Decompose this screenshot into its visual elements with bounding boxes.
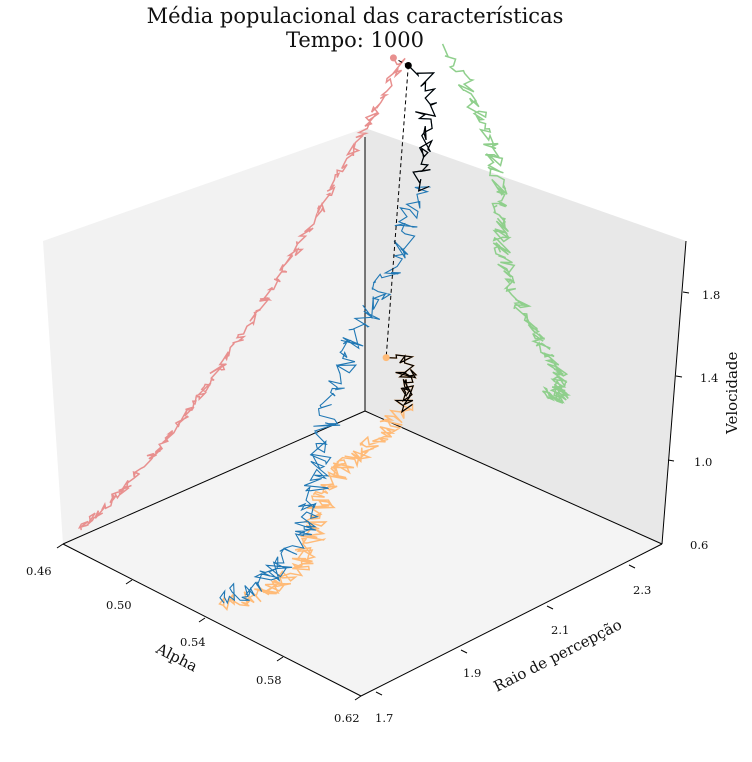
raio-tick: 1.9 bbox=[463, 666, 481, 680]
z-axis-label: Velocidade bbox=[723, 351, 741, 435]
trajectory-line bbox=[219, 65, 437, 605]
alpha-tick: 0.54 bbox=[180, 635, 206, 649]
raio-tick: 2.1 bbox=[551, 623, 569, 637]
floor-pane bbox=[63, 411, 662, 696]
axis-frame bbox=[62, 137, 687, 697]
velocidade-tick: 1.4 bbox=[700, 371, 718, 385]
back-left-pane bbox=[43, 128, 365, 544]
recent-trail-floor-line bbox=[386, 354, 418, 414]
velocidade-tick: 0.6 bbox=[690, 538, 708, 552]
chart-title-block: Média populacional das características T… bbox=[0, 4, 710, 52]
raio-tick: 1.7 bbox=[375, 711, 393, 725]
velocidade-tick-labels: 0.6 1.0 1.4 1.8 bbox=[690, 288, 720, 552]
alpha-axis-line bbox=[62, 543, 362, 697]
alpha-tick: 0.46 bbox=[26, 564, 52, 578]
raio-tick: 2.3 bbox=[633, 583, 651, 597]
raio-tick-labels: 1.7 1.9 2.1 2.3 bbox=[375, 583, 651, 725]
current-point-wall-marker bbox=[389, 54, 397, 62]
projection-alpha-velocidade-line bbox=[441, 43, 572, 404]
alpha-tick-labels: 0.46 0.50 0.54 0.58 0.62 bbox=[26, 564, 360, 725]
velocidade-axis-line bbox=[661, 240, 687, 545]
current-point-floor-marker bbox=[382, 354, 390, 362]
alpha-tick: 0.50 bbox=[106, 598, 132, 612]
axis-ticks bbox=[56, 291, 690, 701]
recent-trail-line bbox=[407, 65, 437, 192]
velocidade-tick: 1.0 bbox=[694, 455, 712, 469]
series-layer bbox=[77, 43, 572, 611]
projection-raio-velocidade-line bbox=[77, 57, 406, 531]
back-right-pane bbox=[365, 128, 686, 544]
marker-layer bbox=[382, 54, 412, 362]
chart-subtitle: Tempo: 1000 bbox=[286, 28, 424, 52]
raio-axis-line bbox=[360, 543, 663, 697]
alpha-tick: 0.58 bbox=[256, 673, 282, 687]
current-point-marker bbox=[404, 61, 412, 69]
alpha-tick: 0.62 bbox=[334, 711, 360, 725]
chart-title: Média populacional das características bbox=[146, 4, 564, 28]
velocidade-tick: 1.8 bbox=[702, 288, 720, 302]
